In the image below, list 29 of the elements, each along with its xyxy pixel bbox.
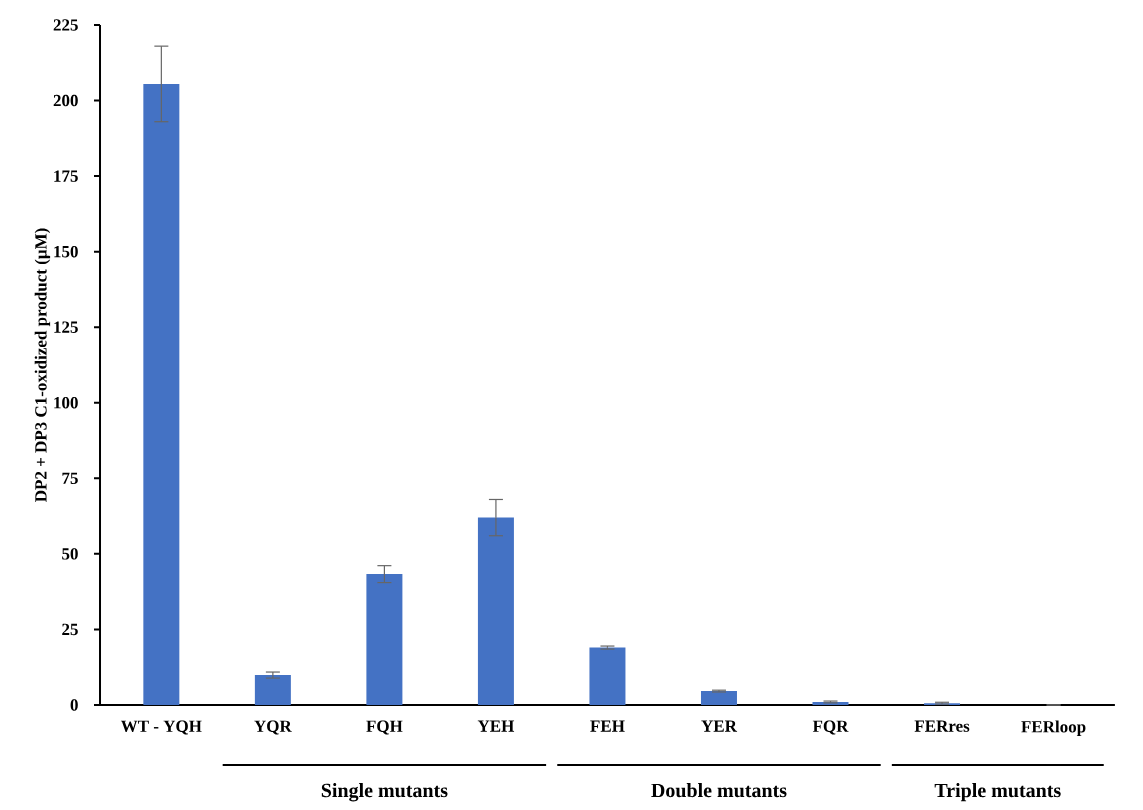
x-tick-label: FQH xyxy=(366,720,403,735)
text: Double mutants xyxy=(651,783,787,798)
text: Triple mutants xyxy=(934,783,1061,802)
bar xyxy=(477,517,514,705)
y-tick-label: 175 xyxy=(54,170,78,182)
y-tick-label: 25 xyxy=(62,623,78,636)
bar xyxy=(254,675,291,705)
x-tick-label: WT - YQH xyxy=(120,720,202,735)
x-tick-label: FQR xyxy=(812,720,849,735)
y-tick-label: 200 xyxy=(53,94,78,107)
y-axis-title: DP2 + DP3 C1-oxidized product (µM) xyxy=(34,228,51,502)
bar xyxy=(589,647,626,705)
bar xyxy=(700,691,737,705)
bar xyxy=(366,574,403,705)
y-tick-label: 75 xyxy=(62,472,78,484)
y-tick-label: 100 xyxy=(54,397,78,409)
y-tick-label: 50 xyxy=(62,548,78,560)
y-tick-label: 225 xyxy=(53,19,78,31)
x-tick-label: FEH xyxy=(590,720,625,732)
x-tick-label: YQR xyxy=(254,720,292,735)
x-tick-label: YER xyxy=(701,720,738,732)
x-tick-label: FERloop xyxy=(1021,720,1086,736)
x-tick-label: YEH xyxy=(477,720,515,732)
y-tick-label: 125 xyxy=(54,321,78,333)
y-tick-label: 0 xyxy=(70,699,78,711)
text: Single mutants xyxy=(321,783,448,802)
y-tick-label: 150 xyxy=(54,245,78,258)
x-tick-label: FERres xyxy=(914,720,970,732)
bar xyxy=(143,83,180,705)
